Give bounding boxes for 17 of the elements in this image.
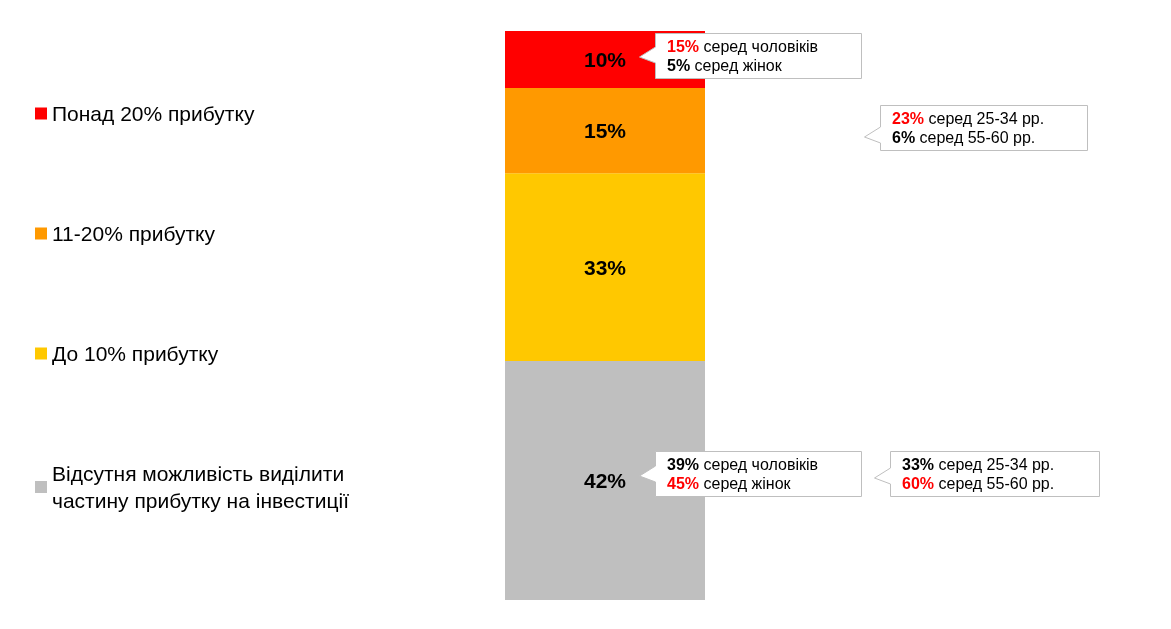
data-label: 42% (583, 469, 627, 493)
callout-box: 23% серед 25-34 рр. 6% серед 55-60 рр. (864, 105, 1088, 151)
bar (505, 173, 705, 362)
callout-box: 15% серед чоловіків 5% серед жінок (639, 33, 862, 79)
callout-box: 39% серед чоловіків 45% серед жінок (639, 451, 862, 497)
legend-label: До 10% прибутку (52, 342, 219, 365)
bar (505, 361, 705, 600)
callout-box: 33% серед 25-34 рр. 60% серед 55-60 рр. (874, 451, 1100, 497)
legend-label: Понад 20% прибутку (52, 102, 255, 125)
data-label: 15% (583, 119, 627, 143)
legend-label: Відсутня можливість виділити частину прибутку на інвестиції (52, 462, 350, 512)
legend-label: 11-20% прибутку (52, 222, 216, 245)
bar (505, 87, 705, 174)
data-label: 33% (583, 255, 627, 279)
data-label: 10% (583, 47, 627, 71)
annotation: 15% серед чоловіків 5% серед жінок (667, 37, 819, 75)
annotation: 39% серед чоловіків 45% серед жінок (667, 455, 819, 493)
